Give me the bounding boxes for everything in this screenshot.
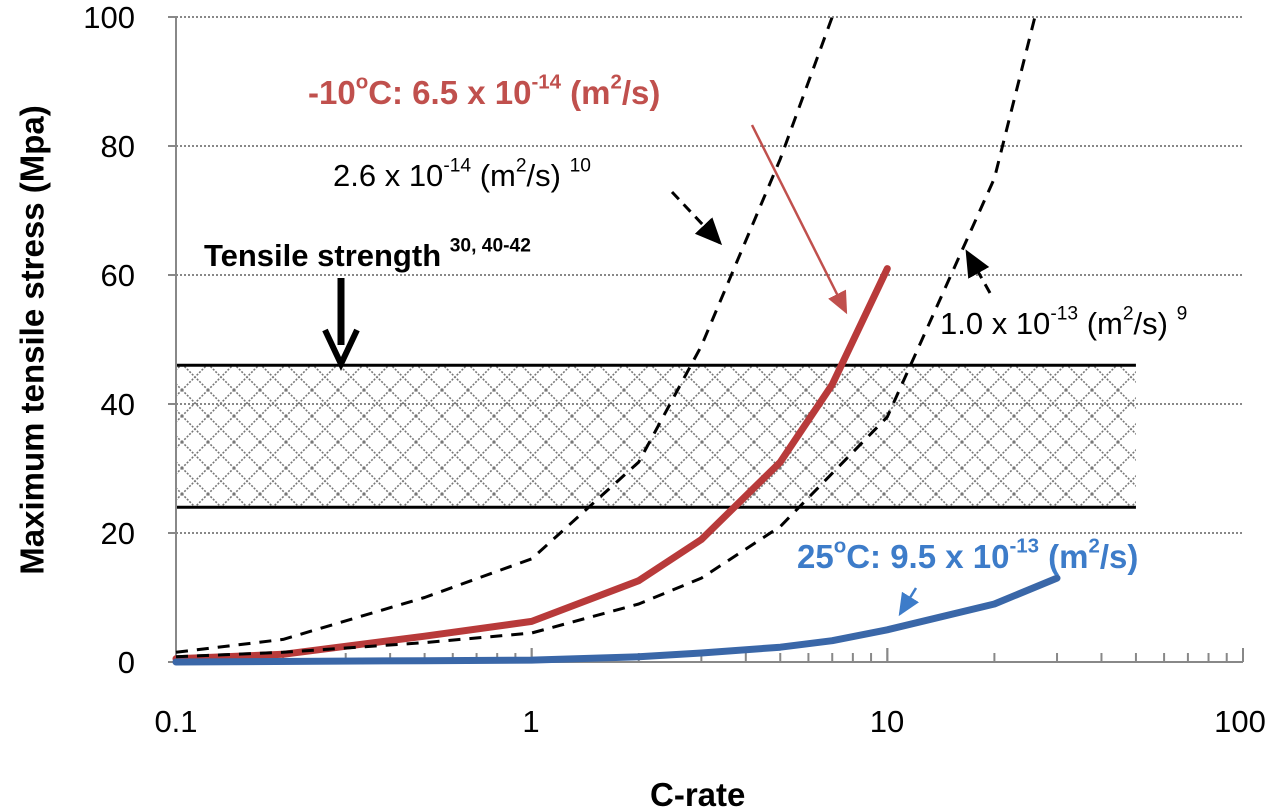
annotation-2.6e-14: 2.6 x 10-14 (m2/s) 10 bbox=[333, 156, 591, 193]
annotation-text-part: -14 bbox=[531, 70, 561, 94]
annotation-text-part: 10 bbox=[569, 155, 591, 177]
annotation-text-part: 2 bbox=[515, 155, 527, 177]
annotation-text-part: 30, 40-42 bbox=[449, 235, 531, 257]
y-tick-label: 40 bbox=[100, 387, 135, 422]
x-tick-label: 1 bbox=[522, 704, 540, 739]
annotation-text-part: -14 bbox=[443, 155, 472, 177]
y-tick-label: 20 bbox=[100, 516, 135, 551]
blue-annotation-arrow bbox=[898, 587, 919, 617]
y-tick-label: 100 bbox=[83, 0, 135, 35]
annotation-text-part: (m bbox=[1078, 306, 1123, 341]
dash2-annotation-arrow bbox=[965, 249, 992, 294]
y-tick-label: 80 bbox=[100, 129, 135, 164]
annotation-text-part: 2 bbox=[1088, 534, 1100, 558]
annotation-text-part: 2.6 x 10 bbox=[333, 158, 444, 193]
annotation-text-part: 1.0 x 10 bbox=[940, 306, 1051, 341]
annotation-text-part: /s) bbox=[1133, 306, 1177, 341]
annotation-text-part: (m bbox=[471, 158, 516, 193]
annotation-text-part: Tensile strength bbox=[204, 238, 450, 273]
annotation-text-part: C: 6.5 x 10 bbox=[368, 74, 532, 111]
x-tick-label: 0.1 bbox=[154, 704, 198, 739]
x-tick-label: 100 bbox=[1214, 704, 1266, 739]
tensile-strength-arrowhead bbox=[322, 328, 360, 372]
annotation-text-part: 2 bbox=[1122, 303, 1134, 325]
x-axis-title: C-rate bbox=[650, 776, 746, 810]
series-line-3 bbox=[175, 16, 1037, 659]
annotation-text-part: -13 bbox=[1050, 303, 1079, 325]
y-axis-title: Maximum tensile stress (Mpa) bbox=[13, 105, 51, 575]
series-line-2 bbox=[175, 16, 834, 654]
annotation-text-part: /s) bbox=[526, 158, 570, 193]
annotation-tensile-strength: Tensile strength 30, 40-42 bbox=[204, 236, 531, 273]
annotation-text-part: (m bbox=[1039, 538, 1089, 575]
x-tick-label: 10 bbox=[869, 704, 905, 739]
annotation-1.0e-13: 1.0 x 10-13 (m2/s) 9 bbox=[940, 304, 1187, 341]
tensile-strength-band bbox=[176, 365, 1136, 508]
annotation-text-part: /s) bbox=[1099, 538, 1139, 575]
annotation-text-part: -10 bbox=[308, 74, 356, 111]
annotation-minus10c: -10oC: 6.5 x 10-14 (m2/s) bbox=[308, 72, 661, 111]
y-tick-label: 0 bbox=[117, 645, 135, 680]
series-line-1 bbox=[172, 574, 1061, 666]
annotation-text-part: 2 bbox=[610, 70, 622, 94]
annotation-text-part: /s) bbox=[621, 74, 661, 111]
y-tick-label: 60 bbox=[100, 258, 135, 293]
annotation-text-part: (m bbox=[561, 74, 611, 111]
annotation-text-part: 25 bbox=[797, 538, 834, 575]
red-annotation-arrow bbox=[750, 124, 848, 315]
annotation-text-part: 9 bbox=[1176, 303, 1188, 325]
annotation-text-part: C: 9.5 x 10 bbox=[846, 538, 1010, 575]
dash1-annotation-arrow bbox=[670, 190, 723, 246]
annotation-text-part: o bbox=[355, 70, 369, 94]
annotation-text-part: -13 bbox=[1009, 534, 1040, 558]
annotation-text-part: o bbox=[833, 534, 847, 558]
annotation-25c: 25oC: 9.5 x 10-13 (m2/s) bbox=[797, 536, 1139, 575]
